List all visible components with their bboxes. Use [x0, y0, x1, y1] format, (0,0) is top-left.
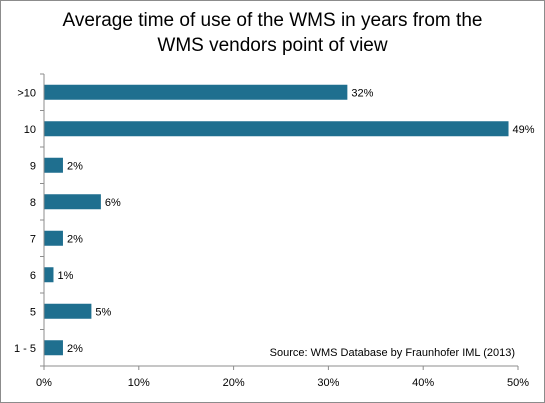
source-annotation: Source: WMS Database by Fraunhofer IML (…	[270, 347, 515, 359]
bar-3	[44, 194, 101, 210]
category-label-1: 10	[24, 124, 36, 136]
labels-layer: 32% >10 49% 10 2% 9 6% 8 2% 7 1% 6 5% 5 2% 1 - 5 0% 10% 20…	[14, 87, 535, 389]
chart-title-line-1: Average time of use of the WMS in years …	[62, 10, 483, 31]
category-label-4: 7	[30, 233, 36, 245]
category-label-7: 1 - 5	[14, 343, 36, 355]
data-label-2: 2%	[67, 160, 83, 172]
bar-5	[44, 267, 54, 283]
category-label-2: 9	[30, 160, 36, 172]
x-tick-label-2: 20%	[223, 377, 245, 389]
data-label-7: 2%	[67, 343, 83, 355]
category-label-3: 8	[30, 197, 36, 209]
category-label-6: 5	[30, 306, 36, 318]
axes-layer	[40, 73, 519, 370]
chart-title-line-2: WMS vendors point of view	[157, 35, 388, 56]
data-label-5: 1%	[57, 270, 73, 282]
bar-0	[44, 84, 348, 100]
data-label-4: 2%	[67, 233, 83, 245]
x-tick-label-3: 30%	[317, 377, 339, 389]
data-label-1: 49%	[513, 124, 535, 136]
x-tick-label-0: 0%	[36, 377, 52, 389]
bar-4	[44, 230, 63, 246]
bar-2	[44, 157, 63, 173]
data-label-6: 5%	[95, 306, 111, 318]
x-tick-label-1: 10%	[128, 377, 150, 389]
category-label-0: >10	[17, 87, 36, 99]
bar-1	[44, 121, 509, 137]
bars-layer	[44, 84, 509, 356]
data-label-3: 6%	[105, 197, 121, 209]
chart-title: Average time of use of the WMS in years …	[0, 8, 545, 58]
category-label-5: 6	[30, 270, 36, 282]
data-label-0: 32%	[351, 87, 373, 99]
x-tick-label-4: 40%	[412, 377, 434, 389]
bar-7	[44, 340, 63, 356]
x-tick-label-5: 50%	[507, 377, 529, 389]
bar-6	[44, 303, 92, 319]
